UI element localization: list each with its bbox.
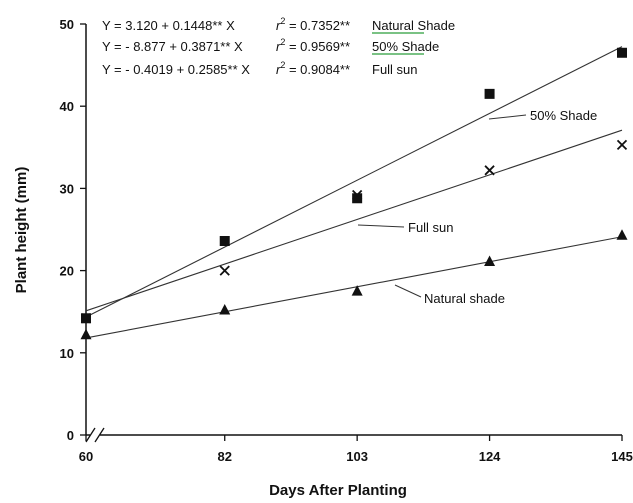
callout-leader xyxy=(357,224,405,228)
triangle-marker xyxy=(219,304,231,315)
square-marker xyxy=(617,47,627,58)
r-symbol: r xyxy=(276,39,281,54)
x-marker xyxy=(219,265,230,276)
x-axis-title: Days After Planting xyxy=(269,482,407,499)
r-squared-superscript: 2 xyxy=(280,60,285,70)
equation-series-name: Full sun xyxy=(372,62,418,77)
x-marker xyxy=(616,139,628,150)
triangle-marker xyxy=(484,255,496,267)
equation-row: Y = 3.120 + 0.1448** X r2 = 0.7352** Natur… xyxy=(102,16,455,34)
triangle-marker xyxy=(616,229,628,240)
equation-text: Y = - 0.4019 + 0.2585** X xyxy=(102,62,250,77)
x-marker xyxy=(484,165,495,176)
y-tick-label: 40 xyxy=(60,99,74,114)
callout-leader xyxy=(394,284,422,298)
x-tick-label: 82 xyxy=(217,449,231,464)
equation-text: Y = 3.120 + 0.1448** X xyxy=(102,18,235,33)
square-marker xyxy=(484,88,495,99)
data-markers xyxy=(80,47,628,340)
equation-series-name: 50% Shade xyxy=(372,39,439,54)
y-tick-label: 20 xyxy=(60,264,74,279)
y-tick-label: 50 xyxy=(60,17,74,32)
r-squared-text: r2 = 0.9569** xyxy=(276,37,350,54)
y-tick-label: 0 xyxy=(67,428,74,443)
r-squared-text: r2 = 0.7352** xyxy=(276,16,350,33)
r-squared-value: = 0.9569** xyxy=(285,39,350,54)
equation-text: Y = - 8.877 + 0.3871** X xyxy=(102,39,243,54)
fit-line xyxy=(85,129,623,312)
x-marker xyxy=(80,313,92,324)
y-tick-label: 30 xyxy=(60,181,74,196)
series-callout-label: 50% Shade xyxy=(530,108,597,123)
r-squared-value: = 0.9084** xyxy=(285,62,350,77)
r-symbol: r xyxy=(276,62,281,77)
r-squared-superscript: 2 xyxy=(280,16,285,26)
triangle-marker xyxy=(80,328,92,340)
fit-lines xyxy=(85,46,623,339)
fit-line xyxy=(85,236,623,339)
y-tick-label: 10 xyxy=(60,346,74,361)
x-marker xyxy=(352,189,363,201)
axis-break-mark xyxy=(94,427,105,443)
equation-row: Y = - 0.4019 + 0.2585** X r2 = 0.9084** Fu… xyxy=(102,60,418,77)
axis-break-mark xyxy=(85,427,96,443)
x-tick-label: 60 xyxy=(79,449,93,464)
axes: 0 10 20 30 40 50 60 82 103 124 145 xyxy=(60,17,633,464)
square-marker xyxy=(219,236,230,247)
x-tick-label: 103 xyxy=(346,449,368,464)
x-tick-label: 124 xyxy=(479,449,501,464)
r-squared-value: = 0.7352** xyxy=(285,18,350,33)
series-callout-label: Full sun xyxy=(408,220,454,235)
r-symbol: r xyxy=(276,18,281,33)
series-callout-label: Natural shade xyxy=(424,291,505,306)
equation-row: Y = - 8.877 + 0.3871** X r2 = 0.9569** 50%… xyxy=(102,37,439,55)
r-squared-superscript: 2 xyxy=(280,37,285,47)
x-tick-label: 145 xyxy=(611,449,633,464)
triangle-marker xyxy=(351,285,363,296)
y-axis-title: Plant height (mm) xyxy=(13,167,30,294)
square-marker xyxy=(352,193,363,204)
equation-series-name: Natural Shade xyxy=(372,18,455,33)
fit-line xyxy=(85,46,623,318)
callout-leader xyxy=(488,114,527,120)
r-squared-text: r2 = 0.9084** xyxy=(276,60,350,77)
series-callouts: 50% Shade Full sun Natural shade xyxy=(357,108,597,306)
